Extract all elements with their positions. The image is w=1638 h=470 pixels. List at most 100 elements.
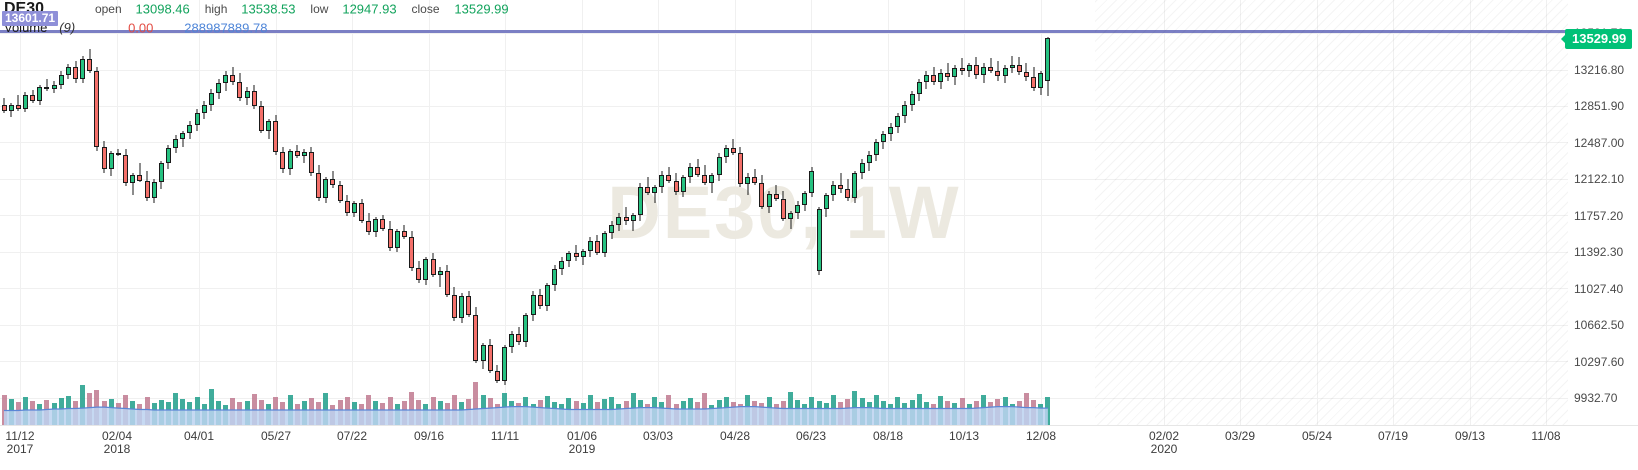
candle-body [251, 91, 257, 107]
candle [37, 0, 43, 425]
price-axis[interactable]: 13581.7013216.8012851.9012487.0012122.10… [1565, 0, 1638, 470]
candle [573, 0, 579, 425]
time-tick-date: 02/02 [1148, 429, 1180, 443]
candle-body [995, 71, 1001, 77]
candle-body [695, 167, 701, 176]
candle-body [208, 93, 214, 106]
candle [809, 0, 815, 425]
price-plot-area[interactable]: DE30, 1W [0, 0, 1568, 425]
candle [266, 0, 272, 425]
candle [959, 0, 965, 425]
candle-body [723, 148, 729, 158]
candle [437, 0, 443, 425]
candle [1, 0, 7, 425]
candle-body [566, 253, 572, 262]
candle [251, 0, 257, 425]
candle [280, 0, 286, 425]
candle [8, 0, 14, 425]
gridline-vertical [658, 0, 659, 425]
candle-body [602, 233, 608, 254]
candle-body [873, 142, 879, 156]
candle [1045, 0, 1051, 425]
candle-body [637, 187, 643, 216]
candle [830, 0, 836, 425]
candle-body [759, 183, 765, 208]
candle [444, 0, 450, 425]
candle [423, 0, 429, 425]
time-tick-date: 11/08 [1531, 429, 1561, 443]
candle [201, 0, 207, 425]
price-pane[interactable]: DE30, 1W [0, 0, 1568, 425]
volume-bar [323, 393, 329, 425]
gridline-vertical [735, 0, 736, 425]
candle [144, 0, 150, 425]
candle-wick [139, 163, 141, 183]
time-tick-label: 11/11 [491, 430, 519, 443]
candle [630, 0, 636, 425]
candle-body [194, 113, 200, 126]
candle-body [1002, 68, 1008, 77]
candle-body [645, 187, 650, 194]
candle-body [273, 121, 279, 153]
candle [101, 0, 107, 425]
candle-body [373, 219, 379, 233]
candle [123, 0, 129, 425]
candle [695, 0, 701, 425]
volume-pane[interactable] [0, 375, 1568, 425]
candle-wick [654, 185, 656, 204]
candle [359, 0, 364, 425]
gridline-vertical [20, 0, 21, 425]
time-tick-date: 06/23 [795, 429, 827, 443]
candle [716, 0, 722, 425]
candle [1031, 0, 1037, 425]
time-tick-date: 02/04 [101, 429, 133, 443]
candle [773, 0, 779, 425]
candle-body [387, 229, 393, 249]
candle-body [888, 127, 894, 135]
candle-body [559, 261, 565, 270]
candle [752, 0, 758, 425]
candle [165, 0, 171, 425]
time-tick-label: 09/16 [414, 430, 444, 443]
candle-body [523, 315, 529, 343]
candle-body [366, 221, 372, 233]
candle [1002, 0, 1008, 425]
price-tick-label: 10297.60 [1574, 354, 1625, 369]
candle [223, 0, 229, 425]
time-axis-separator [0, 425, 1638, 426]
time-tick-label: 10/13 [949, 430, 979, 443]
candle-wick [747, 173, 749, 196]
candle [623, 0, 629, 425]
candle [58, 0, 64, 425]
candle-body [737, 153, 743, 185]
candle-body [237, 82, 243, 99]
candle [22, 0, 28, 425]
candle-body [473, 315, 479, 362]
candle [466, 0, 472, 425]
time-tick-label: 07/19 [1378, 430, 1408, 443]
gridline-vertical [276, 0, 277, 425]
candle-body [537, 295, 543, 307]
candle-wick [947, 63, 949, 82]
time-axis[interactable]: 11/12 2017 02/04 2018 04/01 05/27 07/22 09/16 11… [0, 425, 1638, 470]
candle-body [337, 185, 343, 202]
candle-body [816, 209, 822, 272]
time-tick-date: 03/29 [1224, 429, 1256, 443]
candle-body [702, 175, 708, 184]
candle-body [752, 177, 758, 184]
candle-body [923, 75, 929, 83]
candle-body [973, 65, 979, 76]
candle-body [180, 133, 186, 140]
candle [880, 0, 886, 425]
candle-body [123, 155, 129, 184]
candle-wick [182, 131, 184, 148]
candle-body [623, 217, 629, 222]
candle [323, 0, 329, 425]
candle [409, 0, 415, 425]
time-tick-label: 04/01 [184, 430, 214, 443]
candle-wick [46, 79, 48, 92]
candle-wick [647, 177, 648, 196]
price-tick-label: 12851.90 [1574, 99, 1625, 113]
candle-body [359, 203, 364, 222]
